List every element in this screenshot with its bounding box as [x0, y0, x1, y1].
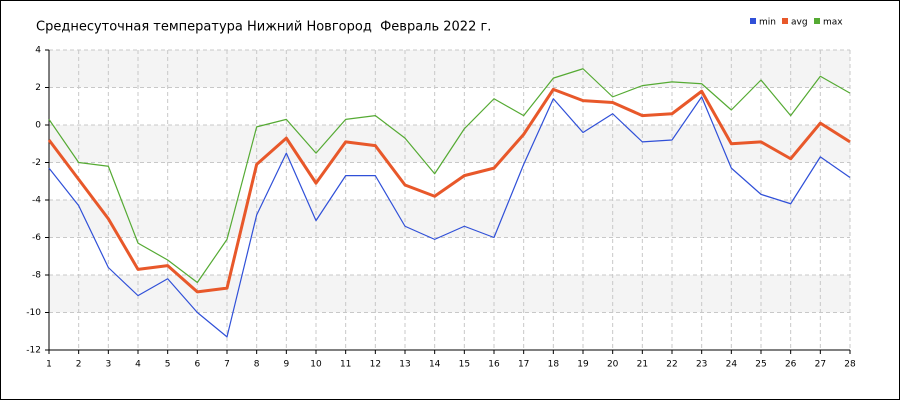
x-tick-label: 6 [194, 360, 200, 370]
x-tick-label: 26 [785, 360, 797, 370]
legend-label: max [823, 18, 843, 28]
x-tick-label: 4 [135, 360, 141, 370]
x-tick-label: 20 [607, 360, 619, 370]
y-tick-label: -8 [32, 271, 41, 281]
grid-band [49, 50, 850, 88]
x-tick-label: 24 [726, 360, 738, 370]
x-tick-label: 12 [370, 360, 381, 370]
y-tick-label: 4 [35, 46, 41, 56]
x-tick-label: 14 [429, 360, 441, 370]
y-tick-label: -12 [26, 346, 41, 356]
x-tick-label: 10 [310, 360, 322, 370]
legend-swatch [750, 18, 756, 24]
y-tick-label: -4 [32, 196, 41, 206]
x-tick-label: 27 [815, 360, 826, 370]
series-line [47, 87, 851, 294]
y-tick-label: -10 [26, 308, 41, 318]
x-tick-label: 22 [666, 360, 677, 370]
series-line [48, 96, 851, 338]
x-tick-label: 28 [844, 360, 856, 370]
y-tick-label: 2 [35, 83, 41, 93]
series-line [48, 68, 851, 284]
x-tick-label: 3 [105, 360, 111, 370]
legend-swatch [782, 18, 788, 24]
x-tick-label: 9 [283, 360, 289, 370]
x-tick-label: 16 [488, 360, 500, 370]
y-tick-label: -2 [32, 158, 41, 168]
x-tick-label: 13 [399, 360, 410, 370]
x-tick-label: 7 [224, 360, 230, 370]
chart-title: Среднесуточная температура Нижний Новгор… [36, 20, 491, 35]
legend-label: min [759, 18, 776, 28]
x-tick-label: 15 [459, 360, 470, 370]
grid-band [49, 200, 850, 238]
legend-swatch [814, 18, 820, 24]
x-tick-label: 17 [518, 360, 529, 370]
y-tick-label: -6 [32, 233, 41, 243]
x-tick-label: 23 [696, 360, 707, 370]
x-tick-label: 8 [254, 360, 260, 370]
x-tick-label: 11 [340, 360, 351, 370]
x-tick-label: 25 [755, 360, 766, 370]
x-tick-label: 21 [637, 360, 648, 370]
x-tick-label: 5 [165, 360, 171, 370]
grid-band [49, 275, 850, 313]
x-tick-label: 2 [76, 360, 82, 370]
legend-label: avg [791, 18, 808, 28]
x-tick-label: 19 [577, 360, 589, 370]
x-tick-label: 18 [548, 360, 560, 370]
x-tick-label: 1 [46, 360, 52, 370]
y-tick-label: 0 [35, 121, 41, 131]
